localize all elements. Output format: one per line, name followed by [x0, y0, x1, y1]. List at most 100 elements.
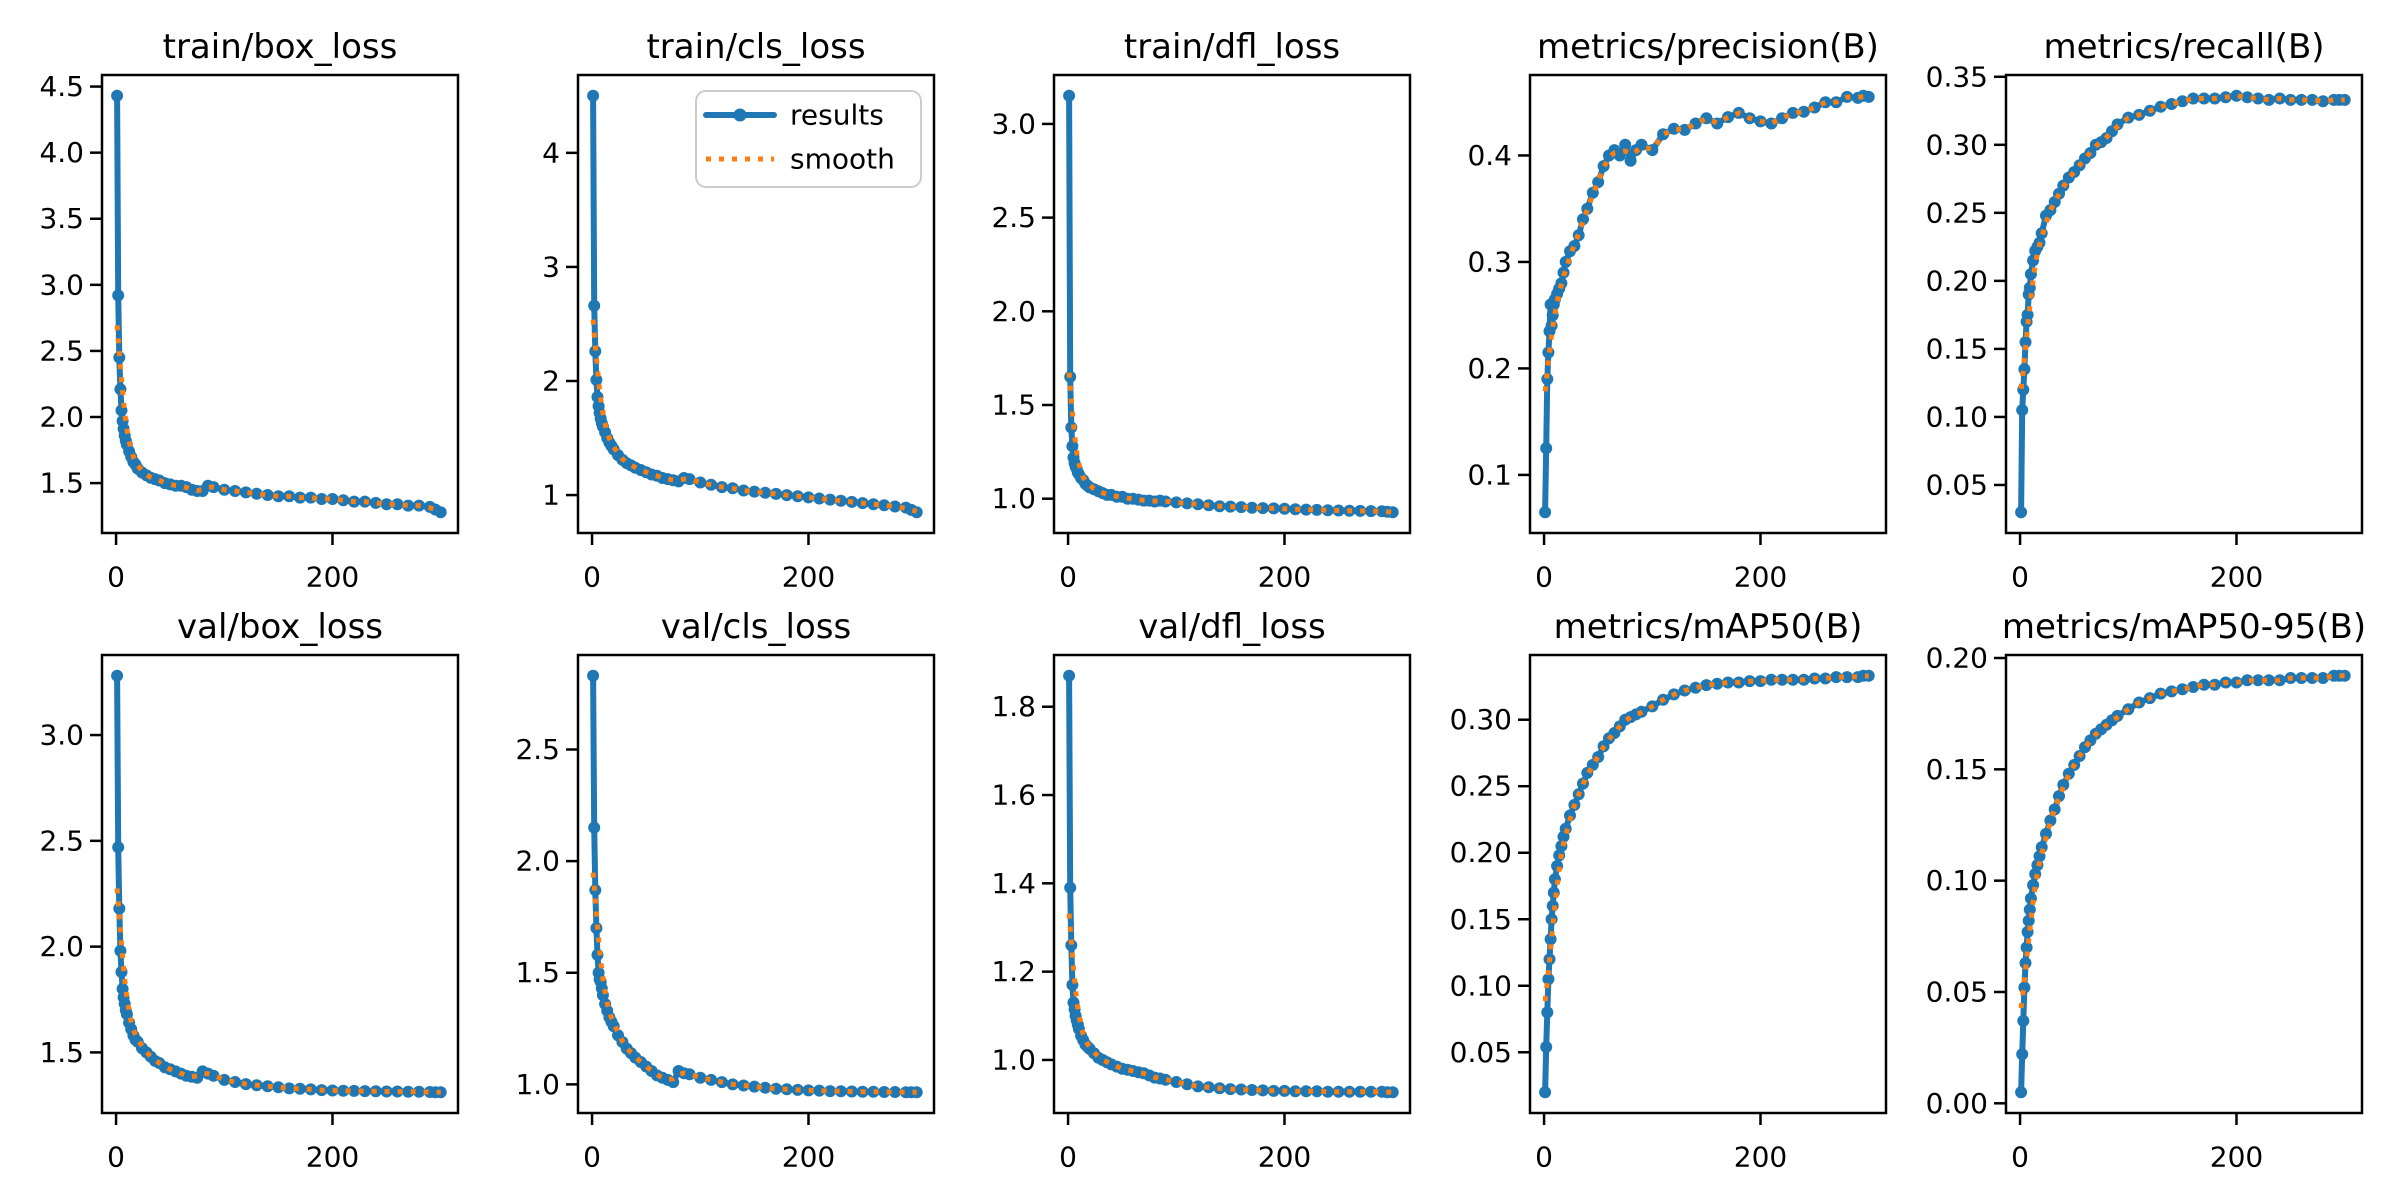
x-tick-label: 0 [2011, 1141, 2029, 1174]
x-tick-label: 200 [2210, 561, 2263, 594]
results-line [114, 92, 444, 516]
results-markers [1539, 89, 1875, 519]
x-tick-label: 200 [1734, 561, 1787, 594]
y-ticks: 4.5 4.0 3.5 3.0 2.5 2.0 1.5 [39, 70, 102, 500]
subplot-title: metrics/recall(B) [2043, 27, 2324, 67]
results-markers [1539, 669, 1875, 1099]
y-tick-label: 2 [542, 364, 560, 397]
smooth-line [114, 888, 441, 1095]
x-tick-label: 0 [583, 1141, 601, 1174]
results-line [1066, 672, 1396, 1096]
y-tick-label: 4 [542, 136, 560, 169]
smooth-line [2018, 673, 2345, 1009]
subplot-title: train/dfl_loss [1124, 27, 1340, 67]
x-ticks: 0 200 [1059, 533, 1311, 594]
legend-results-marker [733, 108, 747, 122]
axes-frame [1052, 653, 1412, 1115]
y-tick-label: 0.15 [1926, 332, 1988, 365]
x-tick-label: 200 [2210, 1141, 2263, 1174]
y-tick-label: 0.20 [1926, 264, 1988, 297]
y-tick-label: 1.5 [515, 956, 560, 989]
results-line [590, 672, 920, 1096]
y-ticks: 0.35 0.30 0.25 0.20 0.15 0.10 0.05 [1926, 60, 2006, 501]
subplot-cell-train-dfl-loss: 3.0 2.5 2.0 1.5 1.0 0 200 train/dfl_loss [952, 0, 1428, 600]
subplot-canvas: 0.30 0.25 0.20 0.15 0.10 0.05 0 200 metrics/mAP5… [1450, 607, 1888, 1174]
subplot-canvas: 0.35 0.30 0.25 0.20 0.15 0.10 0.05 0 200 metrics/… [1926, 27, 2364, 594]
y-tick-label: 0.15 [1926, 753, 1988, 786]
y-ticks: 3.0 2.5 2.0 1.5 [39, 719, 102, 1069]
axes-frame [1528, 653, 1888, 1115]
y-tick-label: 0.20 [1926, 642, 1988, 675]
subplot-title: train/box_loss [163, 27, 398, 67]
y-tick-label: 2.5 [39, 334, 84, 367]
axes-frame [2004, 73, 2364, 535]
subplot-canvas: 2.5 2.0 1.5 1.0 0 200 val/cls_loss [515, 607, 936, 1174]
x-tick-label: 0 [1535, 561, 1553, 594]
x-tick-label: 0 [107, 561, 125, 594]
results-line [2018, 672, 2348, 1096]
y-tick-label: 4.0 [39, 136, 84, 169]
y-tick-label: 0.10 [1926, 400, 1988, 433]
subplot-canvas: 0.4 0.3 0.2 0.1 0 200 metrics/precision(B) [1467, 27, 1888, 594]
smooth-line [1066, 372, 1393, 515]
x-ticks: 0 200 [1535, 1113, 1787, 1174]
results-line [1542, 672, 1872, 1096]
x-tick-label: 0 [1535, 1141, 1553, 1174]
y-tick-label: 1.0 [515, 1068, 560, 1101]
smooth-line [1542, 94, 1869, 392]
x-tick-label: 0 [1059, 561, 1077, 594]
subplot-cell-metrics-precision-b-: 0.4 0.3 0.2 0.1 0 200 metrics/precision(B) [1428, 0, 1904, 600]
x-tick-label: 200 [306, 1141, 359, 1174]
x-ticks: 0 200 [107, 533, 359, 594]
subplot-title: train/cls_loss [646, 27, 865, 67]
y-tick-label: 2.5 [991, 201, 1036, 234]
y-ticks: 0.30 0.25 0.20 0.15 0.10 0.05 [1450, 703, 1530, 1069]
smooth-line [590, 872, 917, 1095]
axes-frame [576, 73, 936, 535]
y-tick-label: 2.0 [39, 401, 84, 434]
results-line [114, 672, 444, 1096]
subplot-cell-train-box-loss: 4.5 4.0 3.5 3.0 2.5 2.0 1.5 0 200 train/box_loss [0, 0, 476, 600]
x-tick-label: 0 [2011, 561, 2029, 594]
y-tick-label: 0.2 [1467, 352, 1512, 385]
y-tick-label: 1.0 [991, 482, 1036, 515]
x-ticks: 0 200 [583, 533, 835, 594]
subplot-cell-val-dfl-loss: 1.8 1.6 1.4 1.2 1.0 0 200 val/dfl_loss [952, 600, 1428, 1200]
results-markers [587, 669, 923, 1099]
subplot-cell-train-cls-loss: 4 3 2 1 0 200 train/cls_loss results smooth [476, 0, 952, 600]
y-tick-label: 0.35 [1926, 60, 1988, 93]
y-tick-label: 2.0 [39, 930, 84, 963]
x-tick-label: 200 [1734, 1141, 1787, 1174]
y-tick-label: 3.0 [39, 719, 84, 752]
results-markers [2015, 669, 2351, 1099]
y-tick-label: 3.0 [991, 107, 1036, 140]
subplot-canvas: 0.20 0.15 0.10 0.05 0.00 0 200 metrics/mAP50-95… [1926, 607, 2366, 1174]
y-tick-label: 2.5 [39, 824, 84, 857]
y-tick-label: 0.20 [1450, 836, 1512, 869]
x-ticks: 0 200 [1059, 1113, 1311, 1174]
y-tick-label: 1.5 [39, 467, 84, 500]
y-tick-label: 3.0 [39, 268, 84, 301]
x-tick-label: 200 [306, 561, 359, 594]
y-tick-label: 0.25 [1450, 770, 1512, 803]
subplot-cell-metrics-map50-b-: 0.30 0.25 0.20 0.15 0.10 0.05 0 200 metrics/mAP5… [1428, 600, 1904, 1200]
smooth-line [2018, 93, 2345, 390]
y-ticks: 2.5 2.0 1.5 1.0 [515, 733, 578, 1101]
x-ticks: 0 200 [2011, 1113, 2263, 1174]
y-ticks: 1.8 1.6 1.4 1.2 1.0 [991, 690, 1054, 1076]
y-tick-label: 0.05 [1926, 468, 1988, 501]
y-tick-label: 0.4 [1467, 139, 1512, 172]
subplot-cell-metrics-recall-b-: 0.35 0.30 0.25 0.20 0.15 0.10 0.05 0 200 metrics/… [1904, 0, 2380, 600]
results-line [2018, 92, 2348, 516]
y-ticks: 4 3 2 1 [542, 136, 578, 512]
y-tick-label: 3 [542, 250, 560, 283]
results-markers [111, 89, 447, 519]
subplot-canvas: 4.5 4.0 3.5 3.0 2.5 2.0 1.5 0 200 train/box_loss [39, 27, 460, 594]
results-markers [2015, 89, 2351, 519]
subplot-canvas: 3.0 2.5 2.0 1.5 0 200 val/box_loss [39, 607, 460, 1174]
x-tick-label: 0 [1059, 1141, 1077, 1174]
y-tick-label: 0.10 [1450, 969, 1512, 1002]
y-ticks: 0.20 0.15 0.10 0.05 0.00 [1926, 642, 2006, 1120]
